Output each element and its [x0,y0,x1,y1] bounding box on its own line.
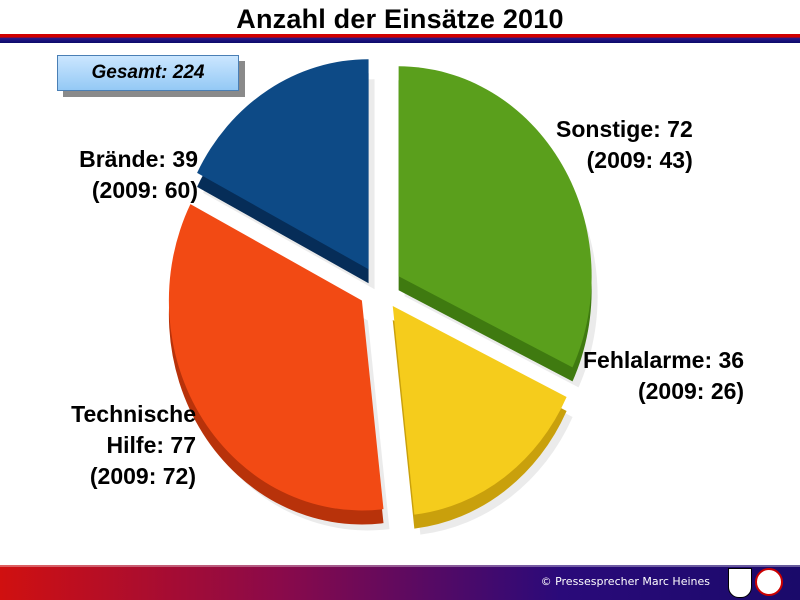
label-technische-line1: Technische [71,401,196,427]
coat-of-arms-icon [728,568,752,598]
label-braende-line1: Brände: 39 [79,146,198,172]
label-technische-line2: Hilfe: 77 [106,432,196,458]
label-fehlalarme-line1: Fehlalarme: 36 [583,347,745,373]
label-technische: Technische Hilfe: 77 (2009: 72) [50,399,196,492]
footer-band: © Pressesprecher Marc Heines [0,565,800,600]
pie-slice-technische-hilfe [168,204,390,531]
pie-slice-top [398,66,592,368]
footer-credit: © Pressesprecher Marc Heines [540,575,710,588]
pie-slice-fehlalarme [392,305,573,535]
label-technische-line3: (2009: 72) [89,463,196,489]
chart-title: Anzahl der Einsätze 2010 [236,4,564,34]
total-badge: Gesamt: 224 [57,55,239,91]
label-sonstige-line2: (2009: 43) [586,147,693,173]
pie-slice-top [392,305,567,515]
label-braende-line2: (2009: 60) [91,177,198,203]
label-braende: Brände: 39 (2009: 60) [56,144,198,206]
label-fehlalarme-line2: (2009: 26) [637,378,745,404]
label-fehlalarme: Fehlalarme: 36 (2009: 26) [583,345,744,407]
label-sonstige-line1: Sonstige: 72 [556,116,693,142]
label-sonstige: Sonstige: 72 (2009: 43) [556,114,693,176]
header-band [0,34,800,43]
pie-slice-top [168,204,384,511]
pie-slice-brände [197,59,375,290]
fire-department-logo-icon [755,568,783,596]
pie-slice-sonstige [398,66,598,388]
pie-slice-top [197,59,369,270]
total-label: Gesamt: 224 [91,62,205,83]
